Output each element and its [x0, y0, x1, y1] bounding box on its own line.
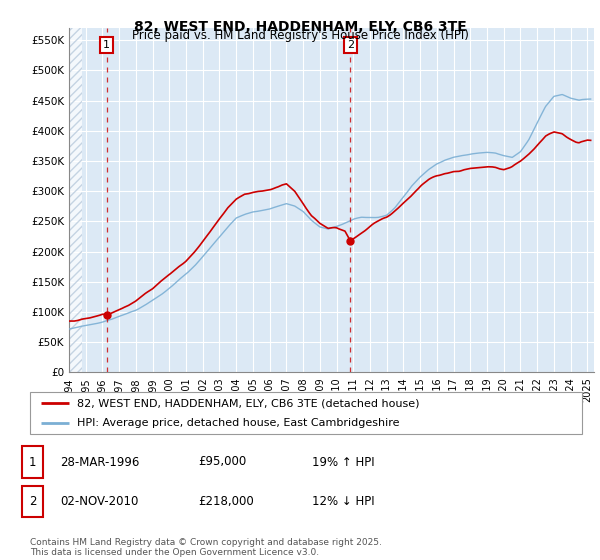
- Text: HPI: Average price, detached house, East Cambridgeshire: HPI: Average price, detached house, East…: [77, 418, 400, 428]
- Text: Price paid vs. HM Land Registry's House Price Index (HPI): Price paid vs. HM Land Registry's House …: [131, 29, 469, 42]
- Text: 82, WEST END, HADDENHAM, ELY, CB6 3TE (detached house): 82, WEST END, HADDENHAM, ELY, CB6 3TE (d…: [77, 398, 419, 408]
- Text: 2: 2: [347, 40, 354, 50]
- Text: 2: 2: [29, 494, 36, 508]
- Text: £218,000: £218,000: [198, 494, 254, 508]
- Text: 1: 1: [103, 40, 110, 50]
- Text: 19% ↑ HPI: 19% ↑ HPI: [312, 455, 374, 469]
- Text: 28-MAR-1996: 28-MAR-1996: [60, 455, 139, 469]
- Text: Contains HM Land Registry data © Crown copyright and database right 2025.
This d: Contains HM Land Registry data © Crown c…: [30, 538, 382, 557]
- Text: 82, WEST END, HADDENHAM, ELY, CB6 3TE: 82, WEST END, HADDENHAM, ELY, CB6 3TE: [134, 20, 466, 34]
- Text: 1: 1: [29, 455, 36, 469]
- Text: 12% ↓ HPI: 12% ↓ HPI: [312, 494, 374, 508]
- Text: £95,000: £95,000: [198, 455, 246, 469]
- Text: 02-NOV-2010: 02-NOV-2010: [60, 494, 139, 508]
